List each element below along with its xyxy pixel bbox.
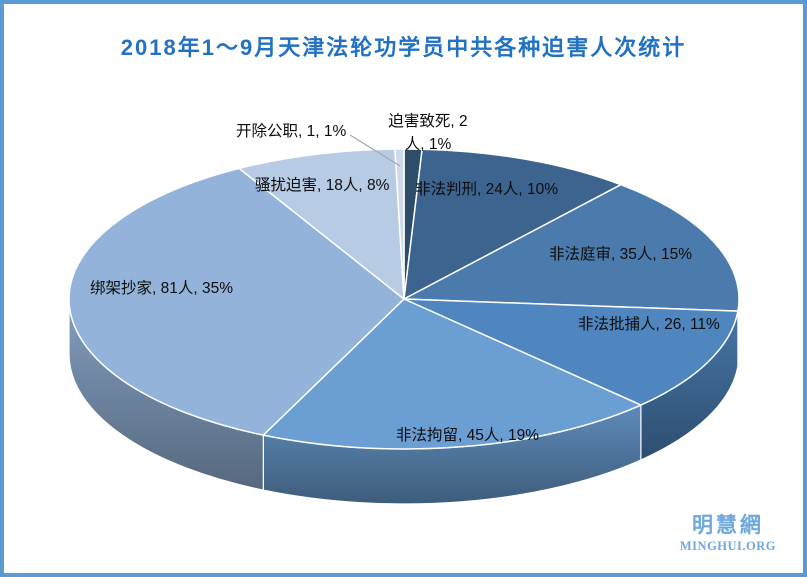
- pie-slice-top-3: [403, 298, 739, 406]
- watermark-cjk-text: 明慧網: [691, 514, 764, 537]
- pie-label-2: 非法庭审, 35人, 15%: [549, 246, 692, 263]
- site-watermark: 明慧網 MINGHUI.ORG: [680, 513, 776, 553]
- pie-label-1: 非法判刑, 24人, 10%: [415, 181, 558, 198]
- pie-label-3: 非法批捕人, 26, 11%: [578, 316, 720, 333]
- pie-slice-top-7: [394, 148, 405, 300]
- pie-slice-top-2: [403, 183, 740, 312]
- pie-slice-top-5: [68, 167, 405, 436]
- pie-label-6: 骚扰迫害, 18人, 8%: [255, 177, 390, 194]
- pie-chart: [68, 134, 740, 505]
- pie-slice-top-6: [238, 148, 405, 300]
- pie-label-4: 非法拘留, 45人, 19%: [396, 427, 539, 444]
- leader-line-slice-7: [349, 134, 401, 167]
- pie-label-0: 迫害致死, 2 人, 1%: [388, 113, 468, 153]
- watermark-latin-text: MINGHUI.ORG: [679, 539, 776, 553]
- pie-slice-top-1: [403, 148, 622, 300]
- pie-label-7: 开除公职, 1, 1%: [236, 123, 347, 140]
- pie-slice-top-4: [262, 298, 642, 450]
- pie-label-5: 绑架抄家, 81人, 35%: [90, 280, 233, 297]
- chart-title: 2018年1～9月天津法轮功学员中共各种迫害人次统计: [120, 35, 687, 60]
